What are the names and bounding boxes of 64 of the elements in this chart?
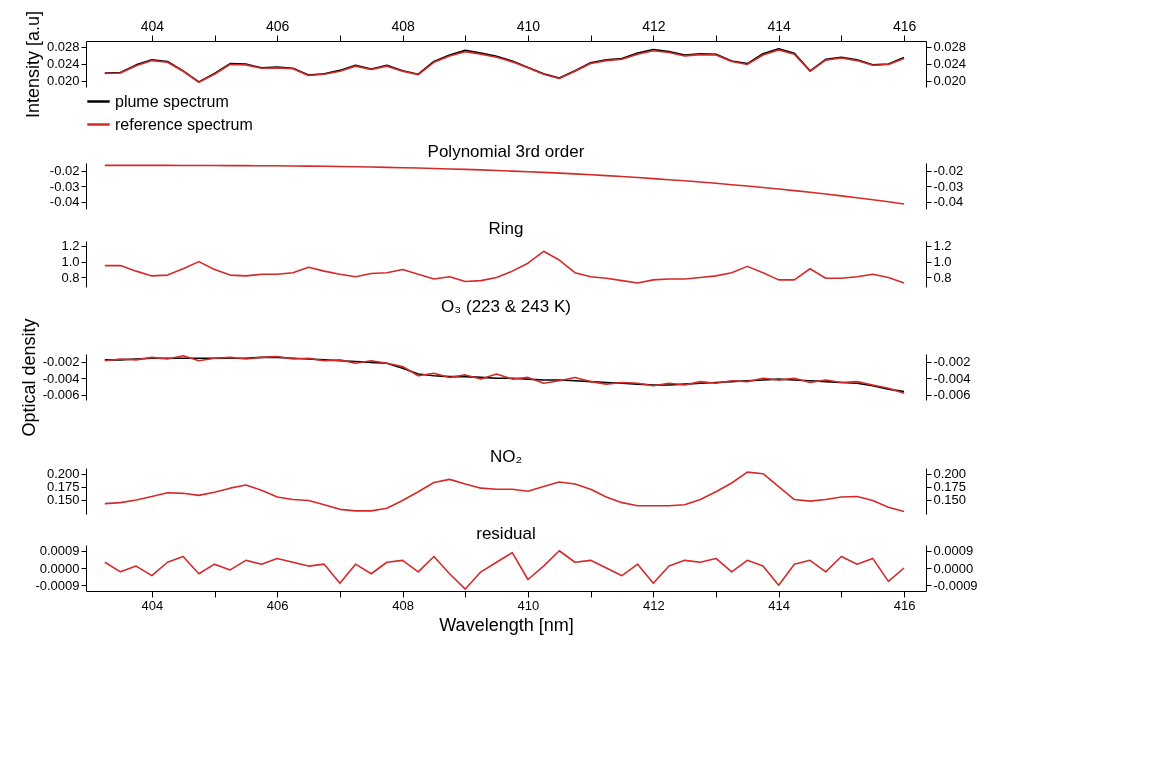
y-tick-label: 1.2 [61,238,80,254]
y-tick-label: -0.0009 [35,577,80,593]
y-tick-label: 0.024 [46,56,80,72]
x-tick-label: 406 [266,597,289,613]
y-tick-label: -0.04 [49,194,80,210]
chart-title: O₃ (223 & 243 K) [441,296,571,316]
x-axis-title: Wavelength [nm] [439,614,574,635]
x-tick-label: 404 [141,597,164,613]
y-tick-label: 0.0009 [39,543,80,559]
y-tick-label: 0.175 [46,479,80,495]
x2-tick-label: 414 [767,17,792,34]
line-series [104,164,905,205]
y2-tick-label: -0.04 [933,194,964,210]
y2-tick-label: 0.0000 [933,560,974,576]
y-tick-label: 0.028 [46,39,80,55]
y2-tick-label: 0.200 [933,466,967,482]
line-series [104,250,905,284]
chart-title: residual [476,523,536,543]
x-tick-label: 410 [517,597,540,613]
y-tick-label: -0.03 [49,178,80,194]
y-tick-label: -0.006 [42,387,80,403]
x2-tick-label: 412 [642,17,666,34]
x2-tick-label: 408 [391,17,415,34]
x2-tick-label: 404 [140,17,165,34]
y2-tick-label: -0.02 [933,163,964,179]
y2-tick-label: 0.0009 [933,543,974,559]
chart-title: Polynomial 3rd order [427,142,585,161]
legend-label: reference spectrum [115,115,253,133]
x-tick-label: 412 [642,597,665,613]
chart-title: NO₂ [489,446,523,466]
y2-tick-label: -0.03 [933,178,964,194]
y2-tick-label: 0.024 [933,56,967,72]
y2-tick-label: 0.028 [933,39,967,55]
y-axis-title: Optical density [18,318,39,437]
x-tick-label: 408 [392,597,414,613]
y-tick-label: 0.150 [46,492,80,508]
y-tick-label: -0.02 [49,163,80,179]
y-tick-label: 0.020 [46,73,80,89]
y2-tick-label: -0.004 [933,370,971,386]
x2-tick-label: 406 [266,17,290,34]
legend-label: plume spectrum [115,92,229,110]
y-tick-label: -0.004 [42,370,80,386]
y-tick-label: 0.8 [61,269,80,285]
x-tick-label: 416 [893,597,916,613]
y2-tick-label: 0.8 [933,269,952,285]
y2-tick-label: 0.175 [933,479,967,495]
y2-tick-label: 1.2 [933,238,952,254]
y2-tick-label: -0.0009 [933,577,978,593]
y-tick-label: 0.0000 [39,560,80,576]
line-series [104,471,905,513]
y-tick-label: 0.200 [46,466,80,482]
line-series [104,549,905,590]
x-tick-label: 414 [768,597,791,613]
y2-tick-label: -0.006 [933,387,971,403]
y-axis-title: Intensity [a.u] [22,10,43,119]
y-tick-label: 1.0 [61,254,80,270]
y-tick-label: -0.002 [42,354,80,370]
y2-tick-label: -0.002 [933,354,971,370]
chart-title: Ring [488,218,524,238]
x2-tick-label: 410 [516,17,541,34]
y2-tick-label: 0.020 [933,73,967,89]
y2-tick-label: 0.150 [933,492,967,508]
x2-tick-label: 416 [892,17,917,34]
y2-tick-label: 1.0 [933,254,952,270]
